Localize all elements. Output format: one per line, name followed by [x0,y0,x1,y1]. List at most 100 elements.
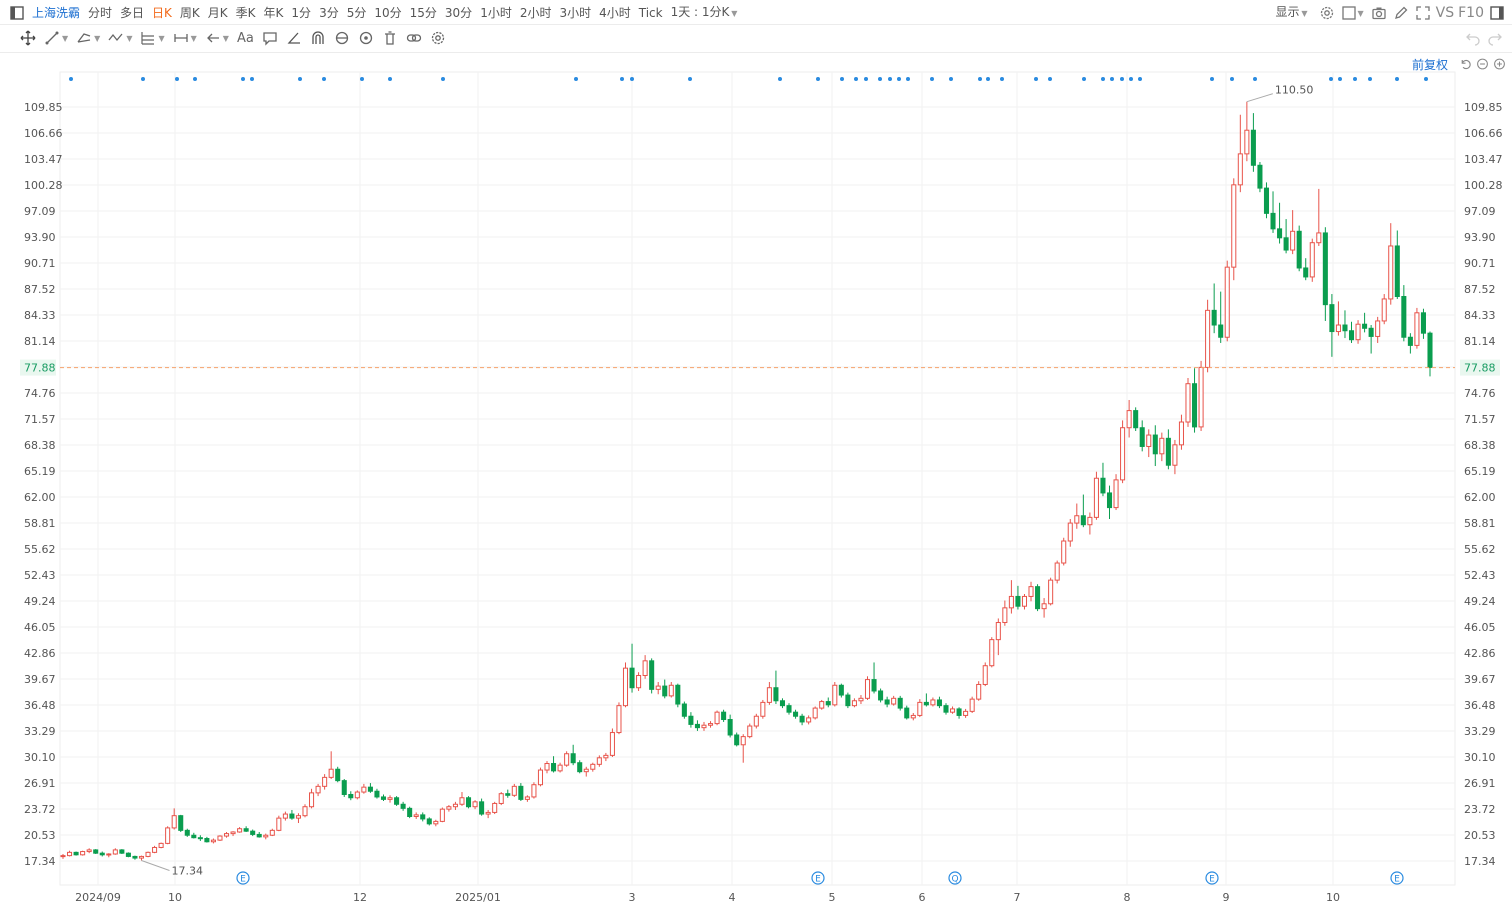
period-tab[interactable]: Tick [638,5,663,20]
candle-body [1375,320,1381,337]
arrow-icon[interactable] [205,30,221,46]
period-tab[interactable]: 30分 [444,5,473,20]
text-icon[interactable]: Aa [236,30,254,46]
period-tab[interactable]: 4小时 [599,5,631,20]
candle-body [328,768,334,778]
chevron-down-icon[interactable]: ▼ [222,33,229,43]
period-tab[interactable]: 3小时 [559,5,592,20]
period-tab[interactable]: 季K [235,5,256,20]
candle-body [825,701,831,706]
candlestick-chart[interactable]: 109.85 109.85 106.66 106.66 103.47 103.47 100.… [0,53,1512,908]
period-tab[interactable]: 5分 [346,5,367,20]
angle-icon[interactable] [286,30,302,46]
candle-body [1198,366,1204,428]
candle-body [806,717,812,723]
trash-icon[interactable] [382,30,398,46]
channel-icon[interactable] [76,30,92,46]
chevron-down-icon[interactable]: ▼ [62,33,69,43]
candle-body [400,803,406,809]
trend-line-icon[interactable] [44,30,60,46]
candle-body [596,757,602,765]
candle-body [551,763,557,772]
link-icon[interactable] [406,30,422,46]
zoom-in-icon[interactable] [1493,57,1506,70]
layout-icon[interactable] [1341,5,1357,21]
x-tick-label: 10 [1326,891,1340,904]
candle-body [1277,228,1283,239]
period-tab[interactable]: 月K [207,5,228,20]
zoom-out-icon[interactable] [1476,57,1489,70]
candle-body [465,797,472,808]
vs-button[interactable]: VS [1435,4,1455,21]
period-tab[interactable]: 10分 [374,5,402,20]
candle-body [1270,212,1276,230]
candle-body [309,792,315,808]
event-dot [840,77,844,81]
candle-body [544,763,550,771]
eye-icon[interactable] [358,30,374,46]
candle-body [1355,323,1361,341]
period-tab[interactable]: 多日 [120,5,145,20]
f10-button[interactable]: F10 [1458,4,1484,21]
event-marker-circle [1205,871,1219,885]
candle-body [1041,603,1047,610]
event-marker[interactable]: Q [948,871,962,885]
chevron-down-icon[interactable]: ▼ [94,33,101,43]
candle-body [832,684,838,706]
gear-icon[interactable] [430,30,446,46]
chevron-down-icon[interactable]: ▼ [126,33,133,43]
stock-name[interactable]: 上海洗霸 [32,5,81,20]
candle-body [622,667,629,707]
fibonacci-icon[interactable] [140,30,156,46]
undo-icon[interactable] [1465,30,1481,46]
candle-body [1061,540,1067,564]
period-tab[interactable]: 3分 [319,5,339,20]
sidebar-toggle-icon[interactable] [9,5,25,21]
camera-icon[interactable] [1371,5,1387,21]
wave-icon[interactable] [108,30,124,46]
y-tick-label-left: 100.28 [24,179,63,192]
event-dot [816,77,820,81]
period-tab[interactable]: 15分 [409,5,437,20]
display-menu[interactable]: 显示 ▼ [1272,4,1316,22]
y-tick-label-left: 46.05 [24,621,56,634]
y-tick-label-right: 62.00 [1464,491,1496,504]
lock-drawing-icon[interactable] [334,30,350,46]
event-dot [854,77,858,81]
candle-body [1322,232,1328,306]
candle-body [1388,245,1394,300]
magnet-icon[interactable] [310,30,326,46]
candle-body [152,846,158,853]
comment-icon[interactable] [262,30,278,46]
pen-icon[interactable] [1393,5,1409,21]
period-tab[interactable]: 2小时 [519,5,552,20]
chevron-down-icon[interactable]: ▼ [158,33,165,43]
period-tab[interactable]: 1分 [291,5,312,20]
candle-body [793,711,799,717]
period-tab[interactable]: 日K [152,5,172,20]
current-price-label-left: 77.88 [24,362,56,375]
period-tab[interactable]: 年K [263,5,284,20]
period-tab[interactable]: 分时 [88,5,113,20]
interval-select[interactable]: 1天 : 1分K ▼ [667,4,746,22]
period-tab[interactable]: 1小时 [480,5,512,20]
candle-body [210,839,216,843]
move-icon[interactable] [20,30,36,46]
event-dot [1120,77,1124,81]
chevron-down-icon[interactable]: ▼ [1357,8,1364,18]
fullscreen-icon[interactable] [1415,5,1431,21]
adjust-mode-button[interactable]: 前复权 [1411,58,1448,72]
measure-icon[interactable] [173,30,189,46]
event-marker[interactable]: E [811,871,825,885]
y-tick-label-right: 103.47 [1464,153,1503,166]
redo-icon[interactable] [1487,30,1503,46]
panel-toggle-icon[interactable] [1489,5,1505,21]
period-tab[interactable]: 周K [179,5,200,20]
settings-icon[interactable] [1319,5,1335,21]
event-marker[interactable]: E [236,871,250,885]
chevron-down-icon[interactable]: ▼ [190,33,197,43]
event-marker[interactable]: E [1390,871,1404,885]
drawing-toolbar: ▼ ▼ ▼ ▼ ▼ ▼ Aa [0,25,1512,53]
event-marker[interactable]: E [1205,871,1219,885]
reset-icon[interactable] [1459,57,1472,70]
